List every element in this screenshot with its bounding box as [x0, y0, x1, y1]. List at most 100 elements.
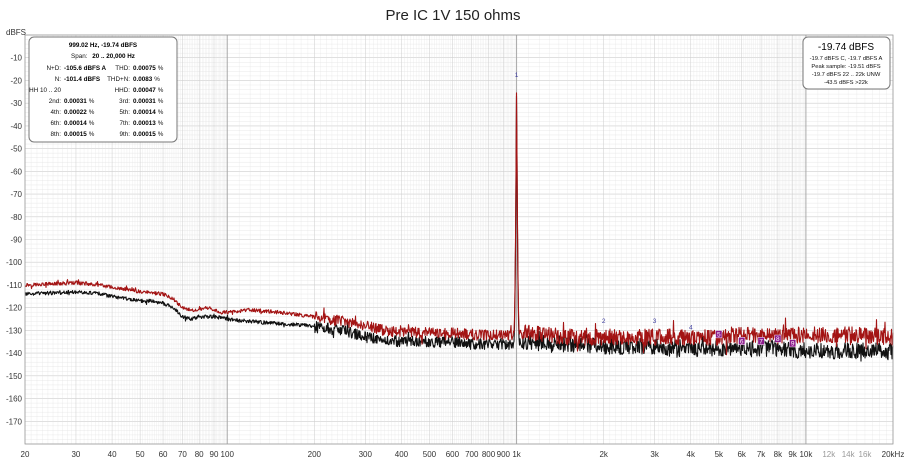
x-tick-label: 200: [308, 450, 322, 459]
harmonic-marker-label: 2: [602, 318, 606, 325]
x-tick-label: 700: [465, 450, 479, 459]
x-tick-label: 10k: [799, 450, 813, 459]
x-tick-label: 20: [21, 450, 30, 459]
y-tick-label: -90: [10, 236, 22, 245]
readout-value: 0.00031%: [133, 98, 164, 105]
harmonic-marker-box: [789, 339, 797, 348]
y-tick-label: -10: [10, 54, 22, 63]
x-tick-label: 4k: [687, 450, 696, 459]
x-tick-label: 1k: [512, 450, 521, 459]
harmonic-marker-box: [715, 330, 723, 339]
readout-unit: %: [158, 87, 164, 94]
readout-panel[interactable]: 999.02 Hz, -19.74 dBFS Span: 20 .. 20,00…: [28, 36, 178, 143]
y-tick-label: -120: [6, 304, 23, 313]
readout-value: 0.00075%: [133, 65, 164, 72]
x-tick-label: 20kHz: [882, 450, 905, 459]
readout-value: 0.00031%: [64, 98, 95, 105]
y-tick-label: -60: [10, 167, 22, 176]
harmonic-marker-label: 9: [791, 341, 795, 348]
harmonic-marker-label: 8: [776, 336, 780, 343]
readout-span-value: 20 .. 20,000 Hz: [92, 53, 135, 60]
x-tick-label: 12k: [822, 450, 836, 459]
x-tick-label: 50: [136, 450, 145, 459]
readout-unit: %: [158, 98, 164, 105]
harmonic-marker-label: 6: [740, 338, 744, 345]
x-tick-label: 600: [446, 450, 460, 459]
readout-unit: %: [154, 76, 160, 83]
readout-value: 0.00047%: [133, 87, 164, 94]
readout-label: 7th:: [119, 120, 130, 127]
readout-value: 0.00022%: [64, 109, 95, 116]
readout-unit: %: [89, 131, 95, 138]
readout-label: N:: [55, 76, 62, 83]
readout-label: 6th:: [50, 120, 61, 127]
readout-value-number: 0.00022: [64, 109, 87, 116]
x-tick-label: 70: [178, 450, 187, 459]
harmonic-marker-label: 7: [759, 338, 763, 345]
x-tick-label: 500: [423, 450, 437, 459]
y-tick-label: -40: [10, 122, 22, 131]
x-tick-label: 5k: [715, 450, 724, 459]
readout-value-number: 0.00014: [64, 120, 87, 127]
readout-value-number: 0.00075: [133, 65, 156, 72]
readout-label: THD:: [115, 65, 130, 72]
x-tick-label: 300: [359, 450, 373, 459]
y-tick-label: -70: [10, 190, 22, 199]
level-line-1: -19.7 dBFS C, -19.7 dBFS A: [810, 56, 883, 62]
y-axis-ticks: -10 -20 -30 -40 -50 -60 -70 -80 -90 -100 -110 -120 -…: [6, 54, 23, 427]
readout-unit: %: [89, 98, 95, 105]
x-tick-label: 60: [159, 450, 168, 459]
level-main: -19.74 dBFS: [818, 42, 874, 53]
readout-value-number: 0.00047: [133, 87, 156, 94]
y-tick-label: -150: [6, 372, 23, 381]
readout-value: 0.00014%: [64, 120, 95, 127]
x-axis-ticks: 20 30 40 50 60 70 80 90 100 200 300 400 500 600 700 800…: [21, 450, 905, 459]
readout-span: Span: 20 .. 20,000 Hz: [71, 53, 135, 60]
level-line-2: Peak sample: -19.51 dBFS: [811, 64, 880, 70]
readout-value-number: 0.00031: [133, 98, 156, 105]
readout-value-number: 0.0083: [133, 76, 153, 83]
readout-value-number: 0.00031: [64, 98, 87, 105]
y-tick-label: -170: [6, 417, 23, 426]
harmonic-marker-label: 5: [717, 331, 721, 338]
x-tick-label: 3k: [650, 450, 659, 459]
readout-unit: %: [158, 65, 164, 72]
readout-rows: N+D: -105.6 dBFS A THD: 0.00075 % N: -101.4 dB…: [29, 65, 164, 138]
readout-unit: %: [158, 131, 164, 138]
level-line-4: -43.5 dBFS >22k: [824, 80, 868, 86]
harmonic-marker-box: [757, 337, 765, 345]
x-tick-label: 800: [482, 450, 496, 459]
readout-unit: %: [158, 120, 164, 127]
x-tick-label: 16k: [859, 450, 873, 459]
x-tick-label: 14k: [842, 450, 856, 459]
readout-label: 3rd:: [119, 98, 130, 105]
readout-label: 8th:: [50, 131, 61, 138]
readout-label: 5th:: [119, 109, 130, 116]
level-line-3: -19.7 dBFS 22 .. 22k UNW: [812, 72, 881, 78]
readout-label: N+D:: [46, 65, 61, 72]
harmonic-marker-box: [774, 334, 782, 343]
x-tick-label: 80: [195, 450, 204, 459]
readout-unit: %: [89, 109, 95, 116]
readout-unit: %: [158, 109, 164, 116]
level-panel[interactable]: -19.74 dBFS -19.7 dBFS C, -19.7 dBFS A P…: [802, 36, 891, 90]
readout-value-number: 0.00015: [64, 131, 87, 138]
readout-span-label: Span:: [71, 53, 88, 60]
readout-value: 0.00014%: [133, 109, 164, 116]
readout-label: THD+N:: [107, 76, 130, 83]
y-tick-label: -110: [7, 281, 23, 290]
readout-value: 0.00015%: [133, 131, 164, 138]
x-tick-label: 2k: [599, 450, 608, 459]
readout-unit: %: [89, 120, 95, 127]
x-tick-label: 9k: [788, 450, 797, 459]
x-tick-label: 900: [497, 450, 511, 459]
y-tick-label: -130: [6, 326, 23, 335]
harmonic-markers: 1 2 3 4 5 6 7 8 9: [515, 72, 797, 348]
readout-label: 9th:: [119, 131, 130, 138]
readout-value: -101.4 dBFS: [64, 76, 100, 83]
harmonic-marker-label: 3: [653, 318, 657, 325]
y-axis-unit: dBFS: [6, 28, 26, 37]
harmonic-marker-label: 4: [689, 325, 693, 332]
x-tick-label: 400: [395, 450, 409, 459]
